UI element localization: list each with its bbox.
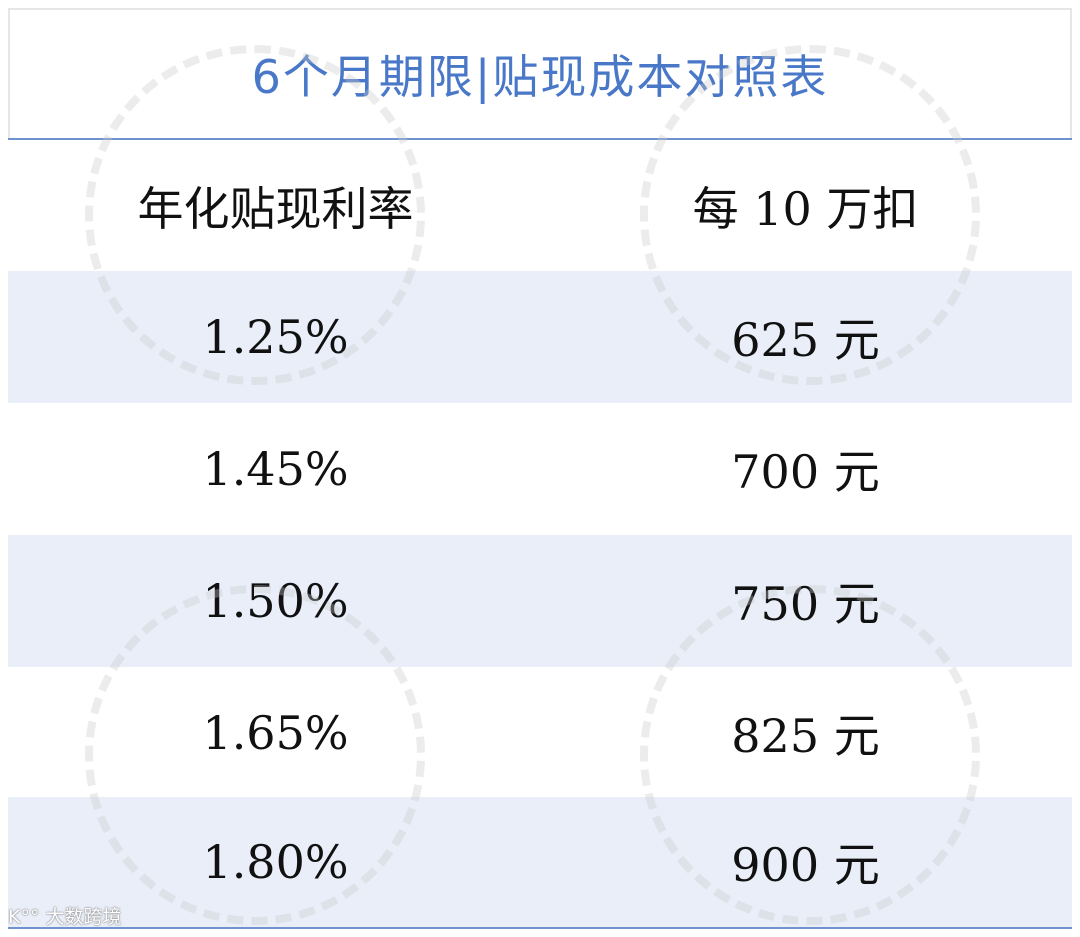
cost-cell: 825 元 [731, 709, 880, 763]
rate-cell: 1.80% [202, 835, 349, 889]
cost-cell: 625 元 [731, 313, 880, 367]
rate-cell: 1.65% [202, 706, 349, 760]
cost-cell: 900 元 [731, 838, 880, 892]
cost-cell: 750 元 [731, 577, 880, 631]
rate-cell: 1.45% [202, 442, 349, 496]
title-box: 6个月期限|贴现成本对照表 [8, 8, 1072, 138]
logo-watermark: K°° 大数跨境 [8, 902, 122, 929]
logo-mark-icon: K°° [8, 906, 40, 928]
column-header-rate: 年化贴现利率 [137, 182, 414, 236]
table-row: 1.65% 825 元 [8, 667, 1072, 799]
table-title: 6个月期限|贴现成本对照表 [251, 50, 829, 104]
table-row: 1.45% 700 元 [8, 403, 1072, 535]
table-row: 1.25% 625 元 [8, 271, 1072, 403]
rate-cell: 1.50% [202, 574, 349, 628]
title-divider [8, 138, 1072, 140]
rate-cell: 1.25% [202, 310, 349, 364]
column-header-cost: 每 10 万扣 [692, 182, 919, 236]
header-row: 年化贴现利率 每 10 万扣 [8, 140, 1072, 272]
table-row: 1.80% 900 元 [8, 797, 1072, 927]
table-row: 1.50% 750 元 [8, 535, 1072, 667]
bottom-rule [8, 927, 1072, 929]
cost-cell: 700 元 [731, 445, 880, 499]
logo-text: 大数跨境 [45, 906, 122, 928]
